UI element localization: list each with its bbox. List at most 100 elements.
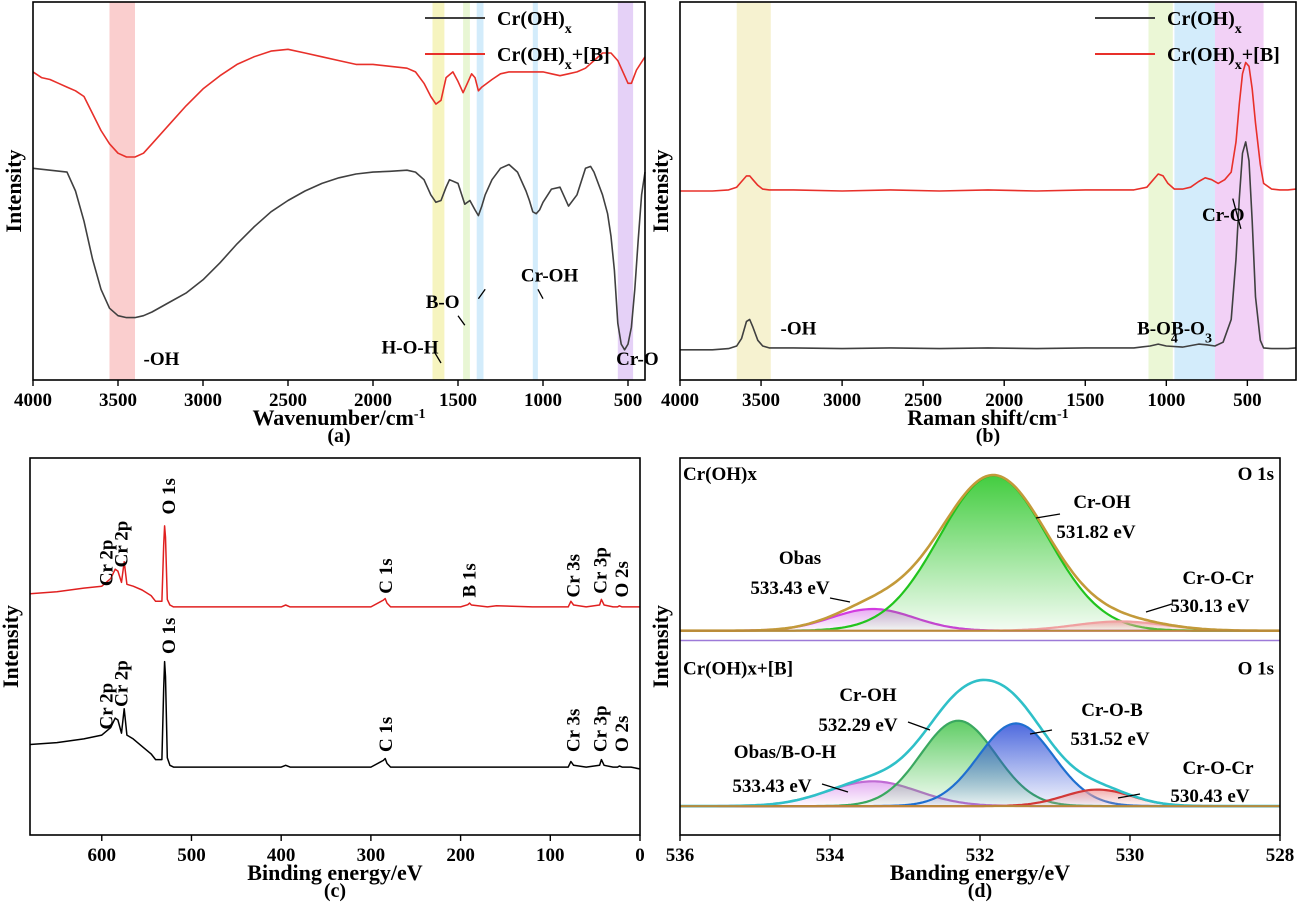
peak-annotation: -OH bbox=[144, 349, 180, 370]
x-tick-label: 536 bbox=[666, 845, 695, 866]
leader-line bbox=[1145, 603, 1173, 613]
x-tick-label: 3000 bbox=[184, 390, 222, 411]
x-tick-label: 4000 bbox=[661, 390, 699, 411]
series-line bbox=[680, 141, 1297, 351]
x-tick-label: 1500 bbox=[1066, 390, 1104, 411]
legend-subscript: x bbox=[565, 58, 572, 73]
peak-label: Obas bbox=[779, 548, 821, 569]
panel-b: 4000 3500 3000 2500 2000 1500 1000 500 Raman shi… bbox=[648, 1, 1297, 447]
x-tick-label: 500 bbox=[177, 845, 206, 866]
peak-annotation: Cr 3p bbox=[591, 705, 612, 752]
x-tick-label: 100 bbox=[536, 845, 565, 866]
peak-annotation: Cr-OH bbox=[521, 266, 579, 287]
highlight-band bbox=[532, 2, 538, 380]
peak-fill bbox=[680, 609, 1280, 631]
peak-annotation: -OH bbox=[781, 319, 817, 340]
y-axis-title: Intensity bbox=[1, 149, 26, 232]
x-tick-label: 532 bbox=[966, 845, 995, 866]
highlight-band bbox=[432, 2, 445, 380]
peak-annotation: Cr-O bbox=[616, 349, 659, 370]
x-axis-title-superscript: -1 bbox=[1057, 407, 1069, 422]
panel-d: Cr(OH)x O 1s Cr(OH)x+[B] O 1s Obas 533.43 eV C… bbox=[648, 457, 1295, 902]
plot-frame-c bbox=[29, 457, 641, 836]
legend-entry: Cr(OH)x+[B] bbox=[497, 44, 610, 73]
peak-annotation: C 1s bbox=[376, 558, 397, 593]
peak-annotation: O 2s bbox=[612, 716, 633, 752]
x-tick-label: 500 bbox=[614, 390, 643, 411]
x-axis-title: Raman shift/cm-1 bbox=[907, 405, 1068, 430]
peak-binding-energy: 533.43 eV bbox=[750, 578, 829, 599]
legend-subscript: x bbox=[1235, 58, 1242, 73]
highlight-band bbox=[1148, 2, 1173, 380]
peak-binding-energy: 531.52 eV bbox=[1070, 729, 1149, 750]
legend-label: Cr(OH) bbox=[497, 44, 565, 66]
x-tick-label: 528 bbox=[1266, 845, 1295, 866]
annotation-text: B-O bbox=[1137, 319, 1171, 340]
x-tick-label: 1000 bbox=[524, 390, 562, 411]
subpanel-core-level: O 1s bbox=[1238, 659, 1274, 680]
annotation-subscript: 3 bbox=[1205, 331, 1212, 346]
x-tick-label: 530 bbox=[1116, 845, 1145, 866]
annotation-text: B-O bbox=[1171, 319, 1205, 340]
peak-annotation: Cr 2p bbox=[96, 683, 117, 730]
peak-annotation: O 2s bbox=[612, 561, 633, 597]
x-axis-title-superscript: -1 bbox=[414, 407, 426, 422]
peak-fill bbox=[680, 621, 1280, 631]
y-axis-title: Intensity bbox=[0, 605, 23, 688]
x-axis-title-text: Wavenumber/cm bbox=[253, 405, 414, 430]
highlight-band bbox=[476, 2, 484, 380]
peak-fill bbox=[680, 781, 1280, 807]
x-axis-title: Binding energy/eV bbox=[247, 860, 423, 885]
leader-line bbox=[477, 288, 486, 300]
peak-annotation: Cr-O bbox=[1202, 205, 1245, 226]
legend-subscript: x bbox=[1235, 22, 1242, 37]
peak-annotation: Cr 3s bbox=[564, 554, 585, 597]
peak-annotation: Cr 2p bbox=[112, 521, 133, 568]
leader-line bbox=[1029, 729, 1053, 735]
x-tick-label: 2500 bbox=[904, 390, 942, 411]
legend-entry: Cr(OH)x+[B] bbox=[1167, 44, 1280, 73]
peak-binding-energy: 532.29 eV bbox=[818, 715, 897, 736]
x-tick-label: 1000 bbox=[1147, 390, 1185, 411]
highlight-band bbox=[109, 2, 135, 380]
x-tick-label: 1500 bbox=[439, 390, 477, 411]
subpanel-sample-label: Cr(OH)x bbox=[683, 464, 757, 485]
x-tick-label: 3500 bbox=[99, 390, 137, 411]
peak-binding-energy: 530.13 eV bbox=[1170, 596, 1249, 617]
peak-label: Cr-O-B bbox=[1081, 700, 1143, 721]
peak-binding-energy: 531.82 eV bbox=[1056, 522, 1135, 543]
series-line bbox=[680, 61, 1297, 192]
legend-label: Cr(OH) bbox=[1167, 44, 1235, 66]
peak-label: Cr-OH bbox=[839, 685, 897, 706]
x-tick-label: 300 bbox=[357, 845, 386, 866]
x-tick-label: 2500 bbox=[269, 390, 307, 411]
y-axis-title: Intensity bbox=[648, 605, 673, 688]
plot-frame-b bbox=[679, 1, 1297, 381]
x-tick-label: 3500 bbox=[742, 390, 780, 411]
peak-fill bbox=[680, 475, 1280, 631]
legend-suffix: +[B] bbox=[572, 44, 610, 66]
series-line bbox=[32, 163, 646, 351]
peak-label: Cr-OH bbox=[1073, 492, 1131, 513]
peak-binding-energy: 530.43 eV bbox=[1170, 786, 1249, 807]
leader-line bbox=[1035, 513, 1061, 519]
x-tick-label: 2000 bbox=[354, 390, 392, 411]
series-line bbox=[29, 660, 641, 770]
x-tick-label: 0 bbox=[635, 845, 645, 866]
highlight-band bbox=[617, 2, 634, 380]
x-tick-label: 200 bbox=[446, 845, 475, 866]
panel-label: (a) bbox=[327, 425, 350, 447]
x-tick-label: 534 bbox=[816, 845, 845, 866]
x-tick-label: 600 bbox=[88, 845, 117, 866]
leader-line bbox=[457, 315, 466, 326]
legend-label: Cr(OH) bbox=[497, 8, 565, 30]
series-line bbox=[32, 48, 646, 158]
plot-frame-a bbox=[32, 1, 646, 381]
peak-annotation: B-O3 bbox=[1171, 319, 1212, 347]
highlight-band bbox=[1174, 2, 1215, 380]
highlight-band bbox=[736, 2, 771, 380]
peak-annotation: B-O bbox=[426, 292, 460, 313]
legend-entry: Cr(OH)x bbox=[497, 8, 572, 37]
leader-line bbox=[1232, 198, 1242, 229]
leader-line bbox=[433, 351, 442, 364]
